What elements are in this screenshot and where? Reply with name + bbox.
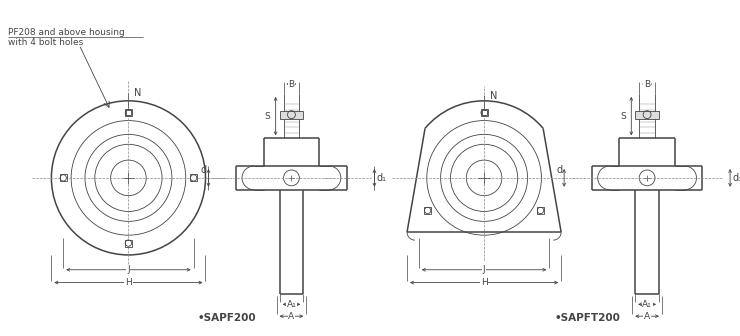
Bar [126, 110, 131, 115]
Bar [125, 109, 132, 116]
Text: d₁: d₁ [732, 173, 740, 183]
Text: H: H [481, 278, 488, 287]
Text: A₁: A₁ [642, 300, 652, 309]
Bar [190, 174, 197, 181]
Bar [481, 109, 488, 116]
Text: J: J [482, 265, 485, 274]
Text: PF208 and above housing: PF208 and above housing [8, 28, 124, 37]
Text: d: d [201, 165, 206, 175]
Text: A: A [644, 312, 650, 321]
Text: B: B [289, 80, 295, 88]
Text: A: A [289, 312, 295, 321]
Bar [635, 111, 659, 119]
Text: S: S [621, 112, 626, 121]
Text: J: J [127, 265, 130, 274]
Bar [60, 174, 67, 181]
Bar [537, 207, 544, 214]
Text: with 4 bolt holes: with 4 bolt holes [8, 38, 83, 47]
Text: •SAPFT200: •SAPFT200 [555, 313, 621, 323]
Bar [280, 111, 303, 119]
Bar [125, 240, 132, 247]
Text: H: H [125, 278, 132, 287]
Text: B: B [644, 80, 650, 88]
Text: d: d [556, 165, 562, 175]
Text: A₁: A₁ [286, 300, 296, 309]
Bar [424, 207, 431, 214]
Text: S: S [265, 112, 271, 121]
Text: d₁: d₁ [377, 173, 386, 183]
Text: N: N [135, 88, 142, 98]
Bar [482, 110, 487, 115]
Text: •SAPF200: •SAPF200 [198, 313, 257, 323]
Text: N: N [490, 91, 497, 101]
